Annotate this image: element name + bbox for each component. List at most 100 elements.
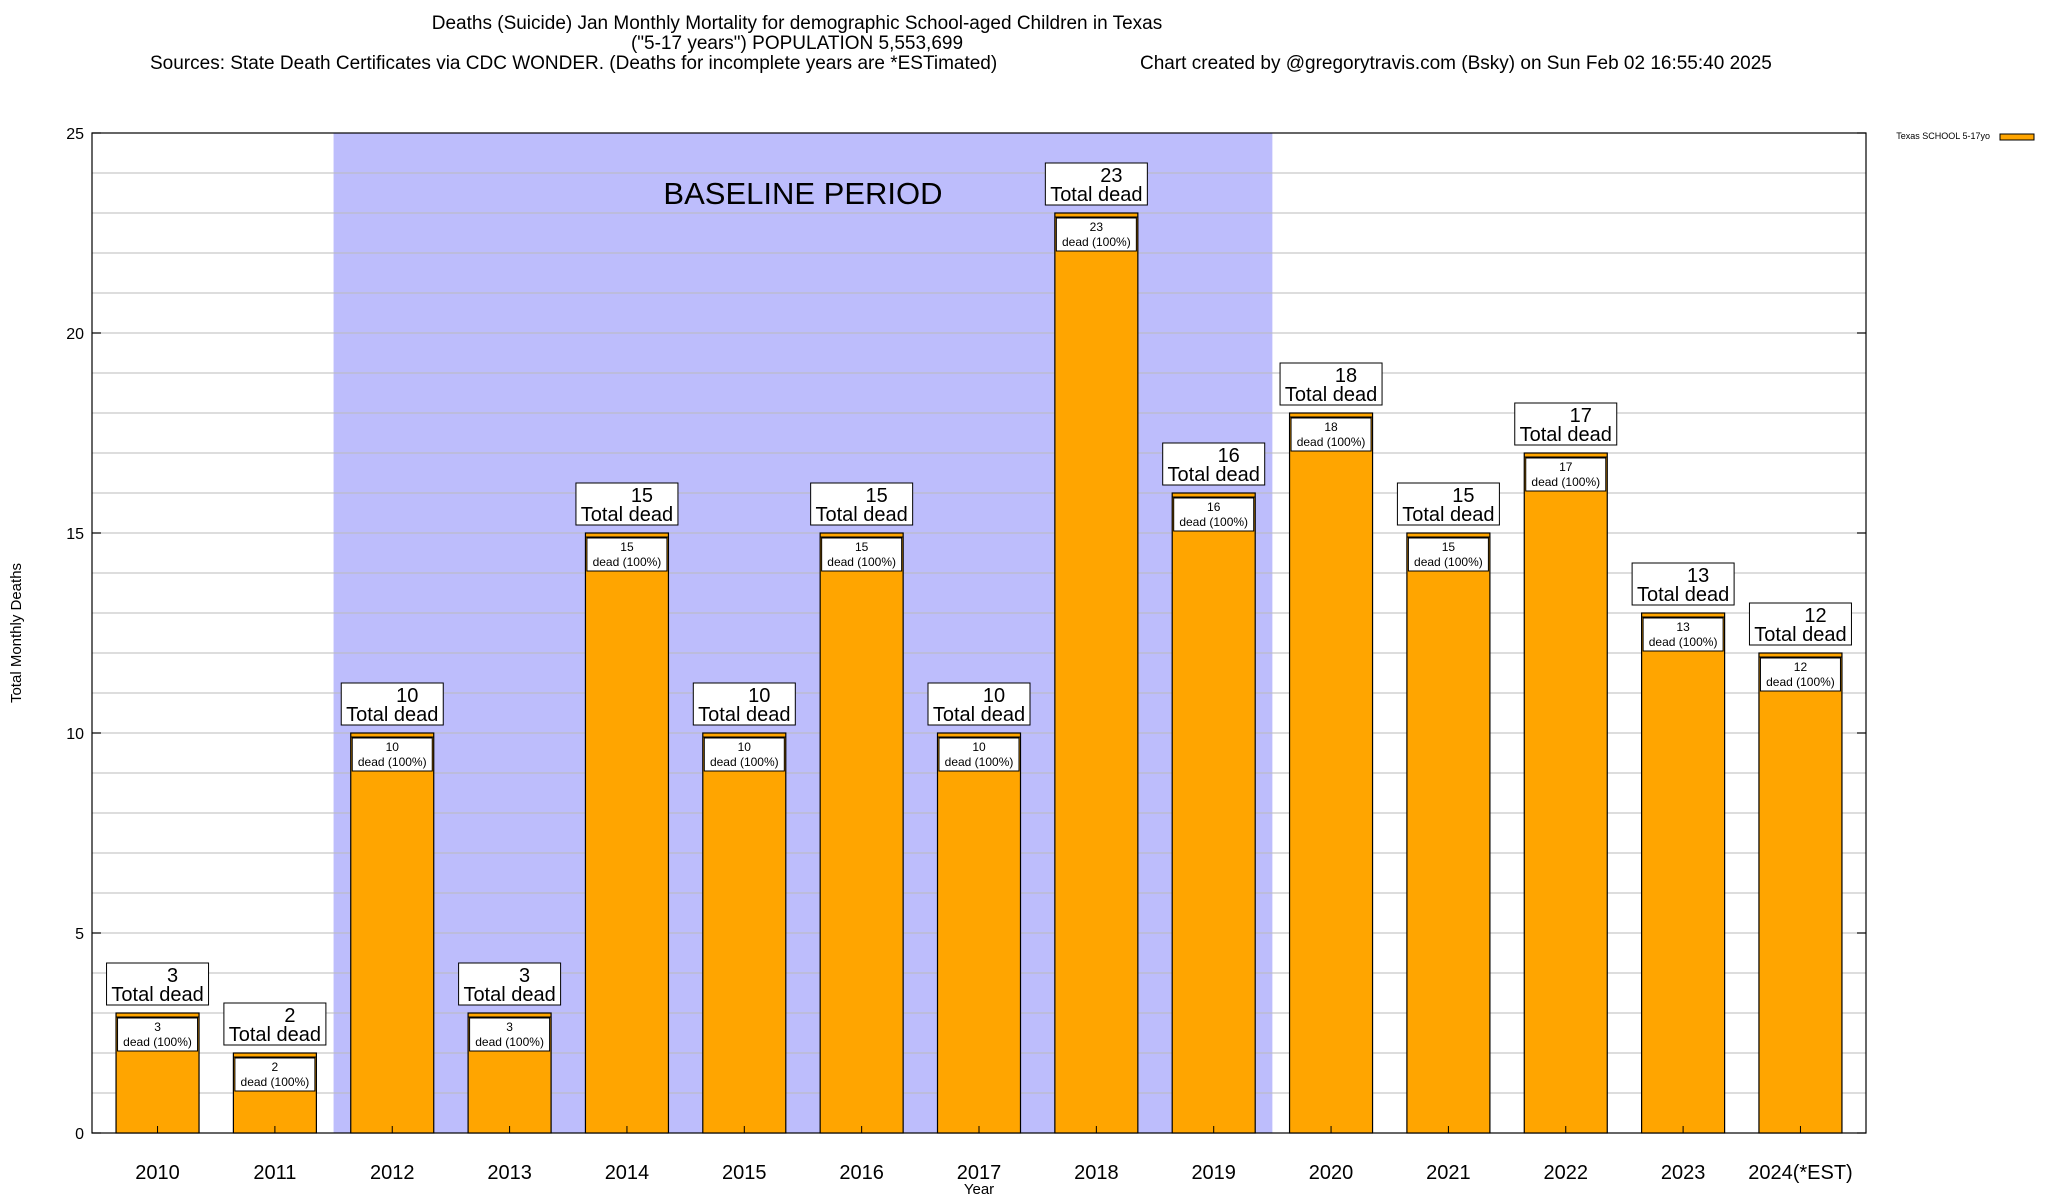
bar xyxy=(1406,532,1491,1134)
y-tick-label: 0 xyxy=(75,1126,84,1143)
inner-label-box xyxy=(234,1057,316,1092)
x-tick-label: 2011 xyxy=(253,1162,296,1184)
inner-label-value: 10 xyxy=(972,740,986,754)
total-label-value: 10 xyxy=(748,685,770,707)
total-label-box xyxy=(810,482,914,526)
inner-label-box xyxy=(1173,497,1255,532)
x-tick-label: 2020 xyxy=(1309,1162,1354,1184)
total-label-value: 15 xyxy=(631,485,653,507)
total-label-text: Total dead xyxy=(111,984,203,1006)
inner-label-text: dead (100%) xyxy=(1531,475,1600,489)
chart-title: Deaths (Suicide) Jan Monthly Mortality f… xyxy=(431,13,1163,34)
chart-sources: Sources: State Death Certificates via CD… xyxy=(150,53,998,74)
inner-label-text: dead (100%) xyxy=(241,1075,310,1089)
inner-label-value: 23 xyxy=(1090,220,1104,234)
total-label-box xyxy=(1396,482,1500,526)
total-label-value: 3 xyxy=(519,965,530,987)
inner-label-text: dead (100%) xyxy=(123,1035,192,1049)
total-label-box xyxy=(1279,362,1383,406)
total-label-text: Total dead xyxy=(229,1024,321,1046)
x-tick-label: 2017 xyxy=(957,1162,1002,1184)
total-label-text: Total dead xyxy=(463,984,555,1006)
total-label-text: Total dead xyxy=(1168,464,1260,486)
inner-label-value: 3 xyxy=(154,1020,161,1034)
inner-label-box xyxy=(1525,457,1607,492)
total-label-box xyxy=(575,482,679,526)
x-axis-title: Year xyxy=(964,1181,994,1198)
total-label-box xyxy=(692,682,796,726)
total-label-box xyxy=(223,1002,327,1046)
total-label-text: Total dead xyxy=(1050,184,1142,206)
x-tick-label: 2016 xyxy=(839,1162,884,1184)
bar xyxy=(350,732,435,1134)
bar xyxy=(1054,212,1139,1134)
total-label-value: 16 xyxy=(1218,445,1240,467)
inner-label-box xyxy=(1290,417,1372,452)
x-tick-label: 2024(*EST) xyxy=(1748,1162,1853,1184)
inner-label-value: 18 xyxy=(1324,420,1338,434)
x-tick-label: 2010 xyxy=(135,1162,180,1184)
total-label-text: Total dead xyxy=(581,504,673,526)
x-tick-label: 2018 xyxy=(1074,1162,1119,1184)
inner-label-text: dead (100%) xyxy=(593,555,662,569)
x-tick-label: 2023 xyxy=(1661,1162,1706,1184)
x-tick-label: 2019 xyxy=(1191,1162,1236,1184)
total-label-box xyxy=(1631,562,1735,606)
bar xyxy=(1288,412,1374,1134)
inner-label-box xyxy=(117,1017,199,1052)
inner-label-value: 15 xyxy=(620,540,634,554)
inner-label-value: 13 xyxy=(1676,620,1690,634)
bar xyxy=(702,732,787,1134)
legend-swatch xyxy=(1999,133,2035,141)
bar xyxy=(1758,652,1843,1134)
total-label-text: Total dead xyxy=(933,704,1025,726)
total-label-value: 10 xyxy=(396,685,418,707)
inner-label-box xyxy=(469,1017,551,1052)
inner-label-value: 15 xyxy=(855,540,869,554)
y-tick-label: 20 xyxy=(66,326,84,343)
x-tick-label: 2021 xyxy=(1426,1162,1471,1184)
total-label-box xyxy=(458,962,562,1006)
chart-subtitle: ("5-17 years") POPULATION 5,553,699 xyxy=(630,33,964,54)
inner-label-box xyxy=(938,737,1020,772)
inner-label-text: dead (100%) xyxy=(1414,555,1483,569)
inner-label-value: 17 xyxy=(1559,460,1573,474)
inner-label-box xyxy=(1407,537,1489,572)
inner-label-box xyxy=(821,537,903,572)
inner-label-text: dead (100%) xyxy=(1179,515,1248,529)
y-tick-label: 15 xyxy=(66,526,84,543)
total-label-value: 13 xyxy=(1687,565,1709,587)
bar xyxy=(584,532,670,1134)
inner-label-box xyxy=(1759,657,1841,692)
total-label-text: Total dead xyxy=(1520,424,1612,446)
total-label-text: Total dead xyxy=(1402,504,1494,526)
inner-label-value: 10 xyxy=(386,740,400,754)
total-label-box xyxy=(927,682,1031,726)
inner-label-box xyxy=(703,737,785,772)
x-tick-label: 2015 xyxy=(722,1162,767,1184)
total-label-value: 23 xyxy=(1100,165,1122,187)
total-label-box xyxy=(1162,442,1266,486)
inner-label-text: dead (100%) xyxy=(710,755,779,769)
y-axis-title: Total Monthly Deaths xyxy=(8,563,25,703)
total-label-box xyxy=(1514,402,1618,446)
total-label-value: 15 xyxy=(1452,485,1474,507)
total-label-value: 3 xyxy=(167,965,178,987)
total-label-value: 10 xyxy=(983,685,1005,707)
total-label-text: Total dead xyxy=(816,504,908,526)
inner-label-value: 15 xyxy=(1442,540,1456,554)
chart-credit: Chart created by @gregorytravis.com (Bsk… xyxy=(1140,53,1772,74)
x-tick-label: 2012 xyxy=(370,1162,415,1184)
total-label-value: 17 xyxy=(1570,405,1592,427)
inner-label-box xyxy=(586,537,668,572)
inner-label-value: 16 xyxy=(1207,500,1221,514)
total-label-text: Total dead xyxy=(1754,624,1846,646)
total-label-box xyxy=(1748,602,1852,646)
inner-label-value: 2 xyxy=(272,1060,279,1074)
inner-label-box xyxy=(1055,217,1137,252)
inner-label-text: dead (100%) xyxy=(1649,635,1718,649)
total-label-box xyxy=(340,682,444,726)
inner-label-value: 3 xyxy=(506,1020,513,1034)
inner-label-text: dead (100%) xyxy=(1062,235,1131,249)
